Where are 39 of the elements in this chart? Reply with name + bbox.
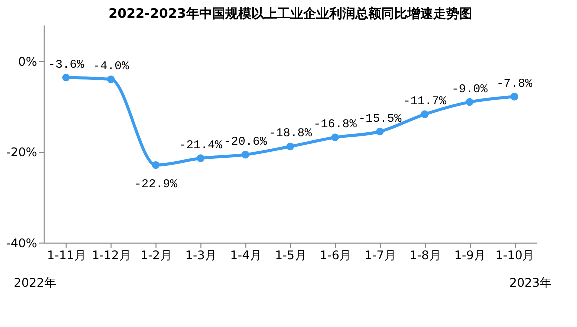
data-label: -21.4% — [179, 138, 224, 153]
point — [107, 76, 116, 84]
y-tick-label: -40% — [6, 236, 38, 250]
point — [286, 142, 294, 151]
data-label: -3.6% — [48, 58, 86, 72]
chart-title: 2022-2023年中国规模以上工业企业利润总额同比增速走势图 — [108, 6, 472, 22]
x-tick-label: 1-7月 — [364, 248, 396, 262]
text: 2023年 — [510, 276, 552, 290]
x-tick-label: 1-3月 — [186, 248, 218, 262]
x-tick-label: 1-4月 — [230, 248, 262, 262]
y-tick-label: -20% — [6, 146, 38, 160]
x-tick-label: 1-11月 — [47, 248, 86, 262]
text: 2022年 — [14, 276, 56, 290]
point — [466, 98, 474, 106]
x-tick-label: 1-8月 — [410, 248, 442, 262]
x-tick-label: 1-10月 — [496, 248, 535, 262]
x-tick-label: 1-2月 — [140, 248, 172, 262]
x-tick-label: 1-12月 — [92, 248, 132, 262]
point — [62, 74, 70, 82]
data-label: -20.6% — [224, 134, 268, 149]
data-label: -7.8% — [496, 76, 534, 91]
data-label: -4.0% — [93, 60, 130, 74]
point — [331, 134, 340, 142]
data-label: -16.8% — [314, 118, 358, 132]
data-label: -9.0% — [452, 82, 489, 96]
data-label: -18.8% — [268, 126, 313, 141]
data-label: -22.9% — [134, 177, 178, 192]
point — [421, 110, 429, 118]
x-tick-label: 1-5月 — [275, 248, 307, 262]
point — [242, 151, 250, 159]
data-label: -15.5% — [358, 112, 403, 126]
x-tick-label: 1-9月 — [454, 248, 486, 262]
point — [152, 161, 160, 170]
y-tick-label: 0% — [18, 54, 38, 69]
data-label: -11.7% — [403, 94, 448, 109]
x-tick-label: 1-6月 — [320, 248, 352, 262]
point — [376, 128, 384, 136]
point — [510, 92, 519, 101]
point — [196, 154, 205, 162]
